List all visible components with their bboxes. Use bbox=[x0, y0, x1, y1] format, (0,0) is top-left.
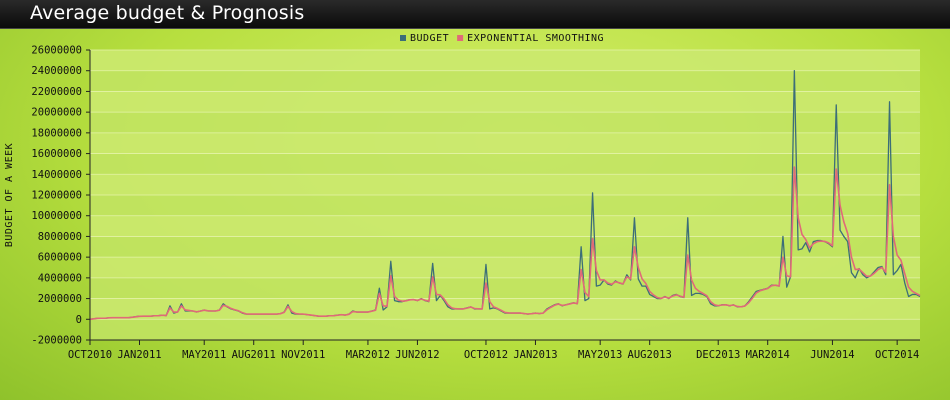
x-tick-label: MAR2014 bbox=[746, 349, 790, 361]
y-tick-label: 6000000 bbox=[38, 252, 82, 264]
x-tick-label: JUN2012 bbox=[395, 349, 439, 361]
grid-band bbox=[90, 91, 920, 113]
grid-band bbox=[90, 257, 920, 278]
y-tick-label: 18000000 bbox=[31, 127, 82, 139]
x-tick-label: JAN2011 bbox=[117, 349, 161, 361]
y-axis-label: BUDGET OF A WEEK bbox=[4, 143, 15, 247]
x-tick-label: JAN2013 bbox=[513, 349, 557, 361]
legend-swatch-smoothing bbox=[457, 35, 464, 41]
y-tick-label: 0 bbox=[76, 314, 82, 326]
grid-band bbox=[90, 215, 920, 237]
grid-band bbox=[90, 50, 920, 71]
y-tick-label: 14000000 bbox=[31, 169, 82, 181]
legend-label-budget: BUDGET bbox=[410, 33, 449, 44]
chart-title: Average budget & Prognosis bbox=[30, 2, 305, 24]
y-tick-label: 4000000 bbox=[38, 272, 82, 284]
grid-band bbox=[90, 132, 920, 154]
legend-label-smoothing: EXPONENTIAL SMOOTHING bbox=[467, 33, 604, 44]
x-tick-label: DEC2013 bbox=[696, 349, 740, 361]
y-tick-label: 10000000 bbox=[31, 210, 82, 222]
y-axis-ticks: -2000000 0 2000000 4000000 6000000 8000000 100… bbox=[31, 45, 90, 347]
x-tick-label: MAR2012 bbox=[346, 349, 390, 361]
series-line-exponential-smoothing bbox=[89, 166, 921, 321]
x-tick-label: AUG2011 bbox=[232, 349, 276, 361]
title-bar: Average budget & Prognosis bbox=[0, 0, 950, 29]
x-axis-ticks: OCT2010 JAN2011 MAY2011 AUG2011 NOV2011 MAR20… bbox=[68, 340, 919, 361]
y-tick-label: 20000000 bbox=[31, 107, 82, 119]
x-tick-label: JUN2014 bbox=[810, 349, 854, 361]
y-tick-label: 16000000 bbox=[31, 148, 82, 160]
y-tick-label: 22000000 bbox=[31, 86, 82, 98]
y-tick-label: 26000000 bbox=[31, 45, 82, 57]
x-tick-label: AUG2013 bbox=[628, 349, 672, 361]
series-lines bbox=[89, 70, 921, 321]
y-tick-label: 12000000 bbox=[31, 190, 82, 202]
x-tick-label: MAY2011 bbox=[182, 349, 226, 361]
legend: BUDGET EXPONENTIAL SMOOTHING bbox=[400, 33, 604, 44]
legend-swatch-budget bbox=[400, 35, 406, 41]
axes bbox=[89, 50, 920, 341]
x-tick-label: OCT2014 bbox=[875, 349, 919, 361]
grid-band bbox=[90, 298, 920, 320]
x-tick-label: NOV2011 bbox=[281, 349, 325, 361]
x-tick-label: MAY2013 bbox=[578, 349, 622, 361]
grid-band bbox=[90, 174, 920, 195]
y-tick-label: 24000000 bbox=[31, 65, 82, 77]
y-tick-label: -2000000 bbox=[31, 335, 82, 347]
y-tick-label: 2000000 bbox=[38, 293, 82, 305]
y-tick-label: 8000000 bbox=[38, 231, 82, 243]
x-tick-label: OCT2012 bbox=[464, 349, 508, 361]
x-tick-label: OCT2010 bbox=[68, 349, 112, 361]
